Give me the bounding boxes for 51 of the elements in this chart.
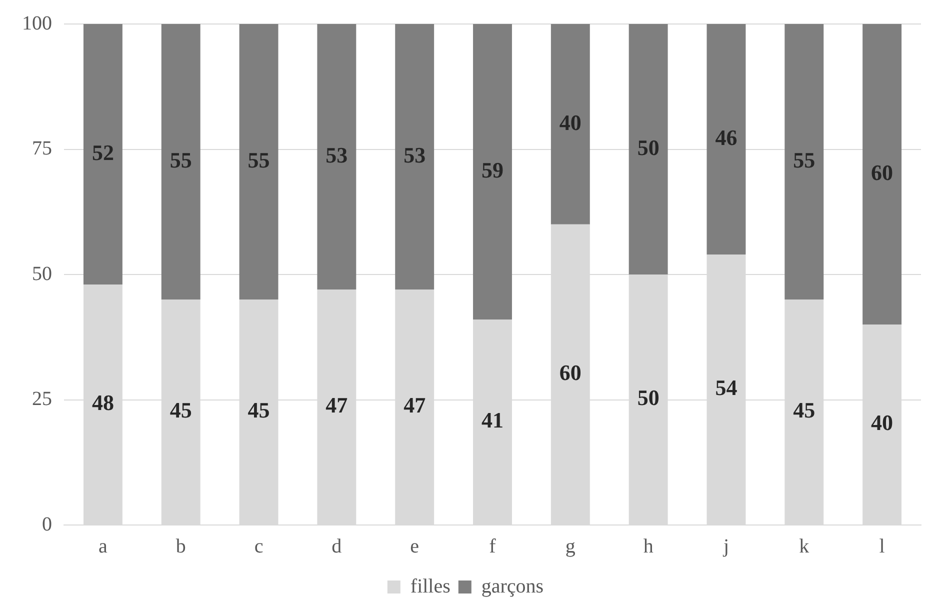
bar xyxy=(706,24,746,254)
data-label: 48 xyxy=(92,390,114,416)
data-label: 60 xyxy=(871,160,894,185)
data-label: 52 xyxy=(92,140,114,165)
bar xyxy=(473,24,512,320)
data-label: 55 xyxy=(793,147,816,172)
data-label: 41 xyxy=(482,408,504,433)
bar xyxy=(862,24,902,325)
bar xyxy=(239,24,278,300)
y-tick-label: 25 xyxy=(32,388,52,410)
y-tick-label: 75 xyxy=(32,138,52,160)
data-label: 53 xyxy=(326,142,348,168)
data-label: 45 xyxy=(793,398,816,423)
data-label: 50 xyxy=(637,134,660,160)
bar xyxy=(628,24,668,274)
data-label: 47 xyxy=(326,392,348,418)
data-label: 53 xyxy=(404,142,426,168)
data-label: 47 xyxy=(404,392,426,418)
bar xyxy=(317,24,356,290)
data-label: 46 xyxy=(715,124,738,150)
x-tick-label: j xyxy=(722,535,730,558)
bar xyxy=(161,24,200,300)
x-tick-label: f xyxy=(489,535,496,558)
x-tick-label: g xyxy=(565,535,576,558)
data-label: 50 xyxy=(637,385,660,410)
y-tick-label: 0 xyxy=(42,513,52,536)
data-label: 45 xyxy=(170,398,192,423)
data-label: 54 xyxy=(715,375,738,400)
x-tick-label: a xyxy=(98,535,108,558)
x-tick-label: d xyxy=(332,535,342,558)
data-label: 55 xyxy=(248,147,270,172)
x-tick-label: b xyxy=(176,535,186,558)
legend-label: garçons xyxy=(481,575,544,598)
data-label: 55 xyxy=(170,147,192,172)
x-tick-label: e xyxy=(410,535,420,558)
data-label: 45 xyxy=(248,398,270,423)
bar xyxy=(83,24,122,285)
bar xyxy=(784,24,824,300)
data-label: 60 xyxy=(559,360,582,386)
legend-label: filles xyxy=(410,575,451,598)
x-tick-label: l xyxy=(879,535,886,558)
data-label: 40 xyxy=(559,110,582,135)
bar xyxy=(550,24,590,224)
x-tick-label: k xyxy=(799,535,810,558)
y-tick-label: 100 xyxy=(22,12,52,34)
data-label: 59 xyxy=(482,157,504,182)
y-tick-label: 50 xyxy=(32,262,52,285)
x-tick-label: h xyxy=(643,535,654,558)
data-label: 40 xyxy=(871,410,894,436)
x-tick-label: c xyxy=(254,535,264,558)
bar xyxy=(395,24,434,290)
